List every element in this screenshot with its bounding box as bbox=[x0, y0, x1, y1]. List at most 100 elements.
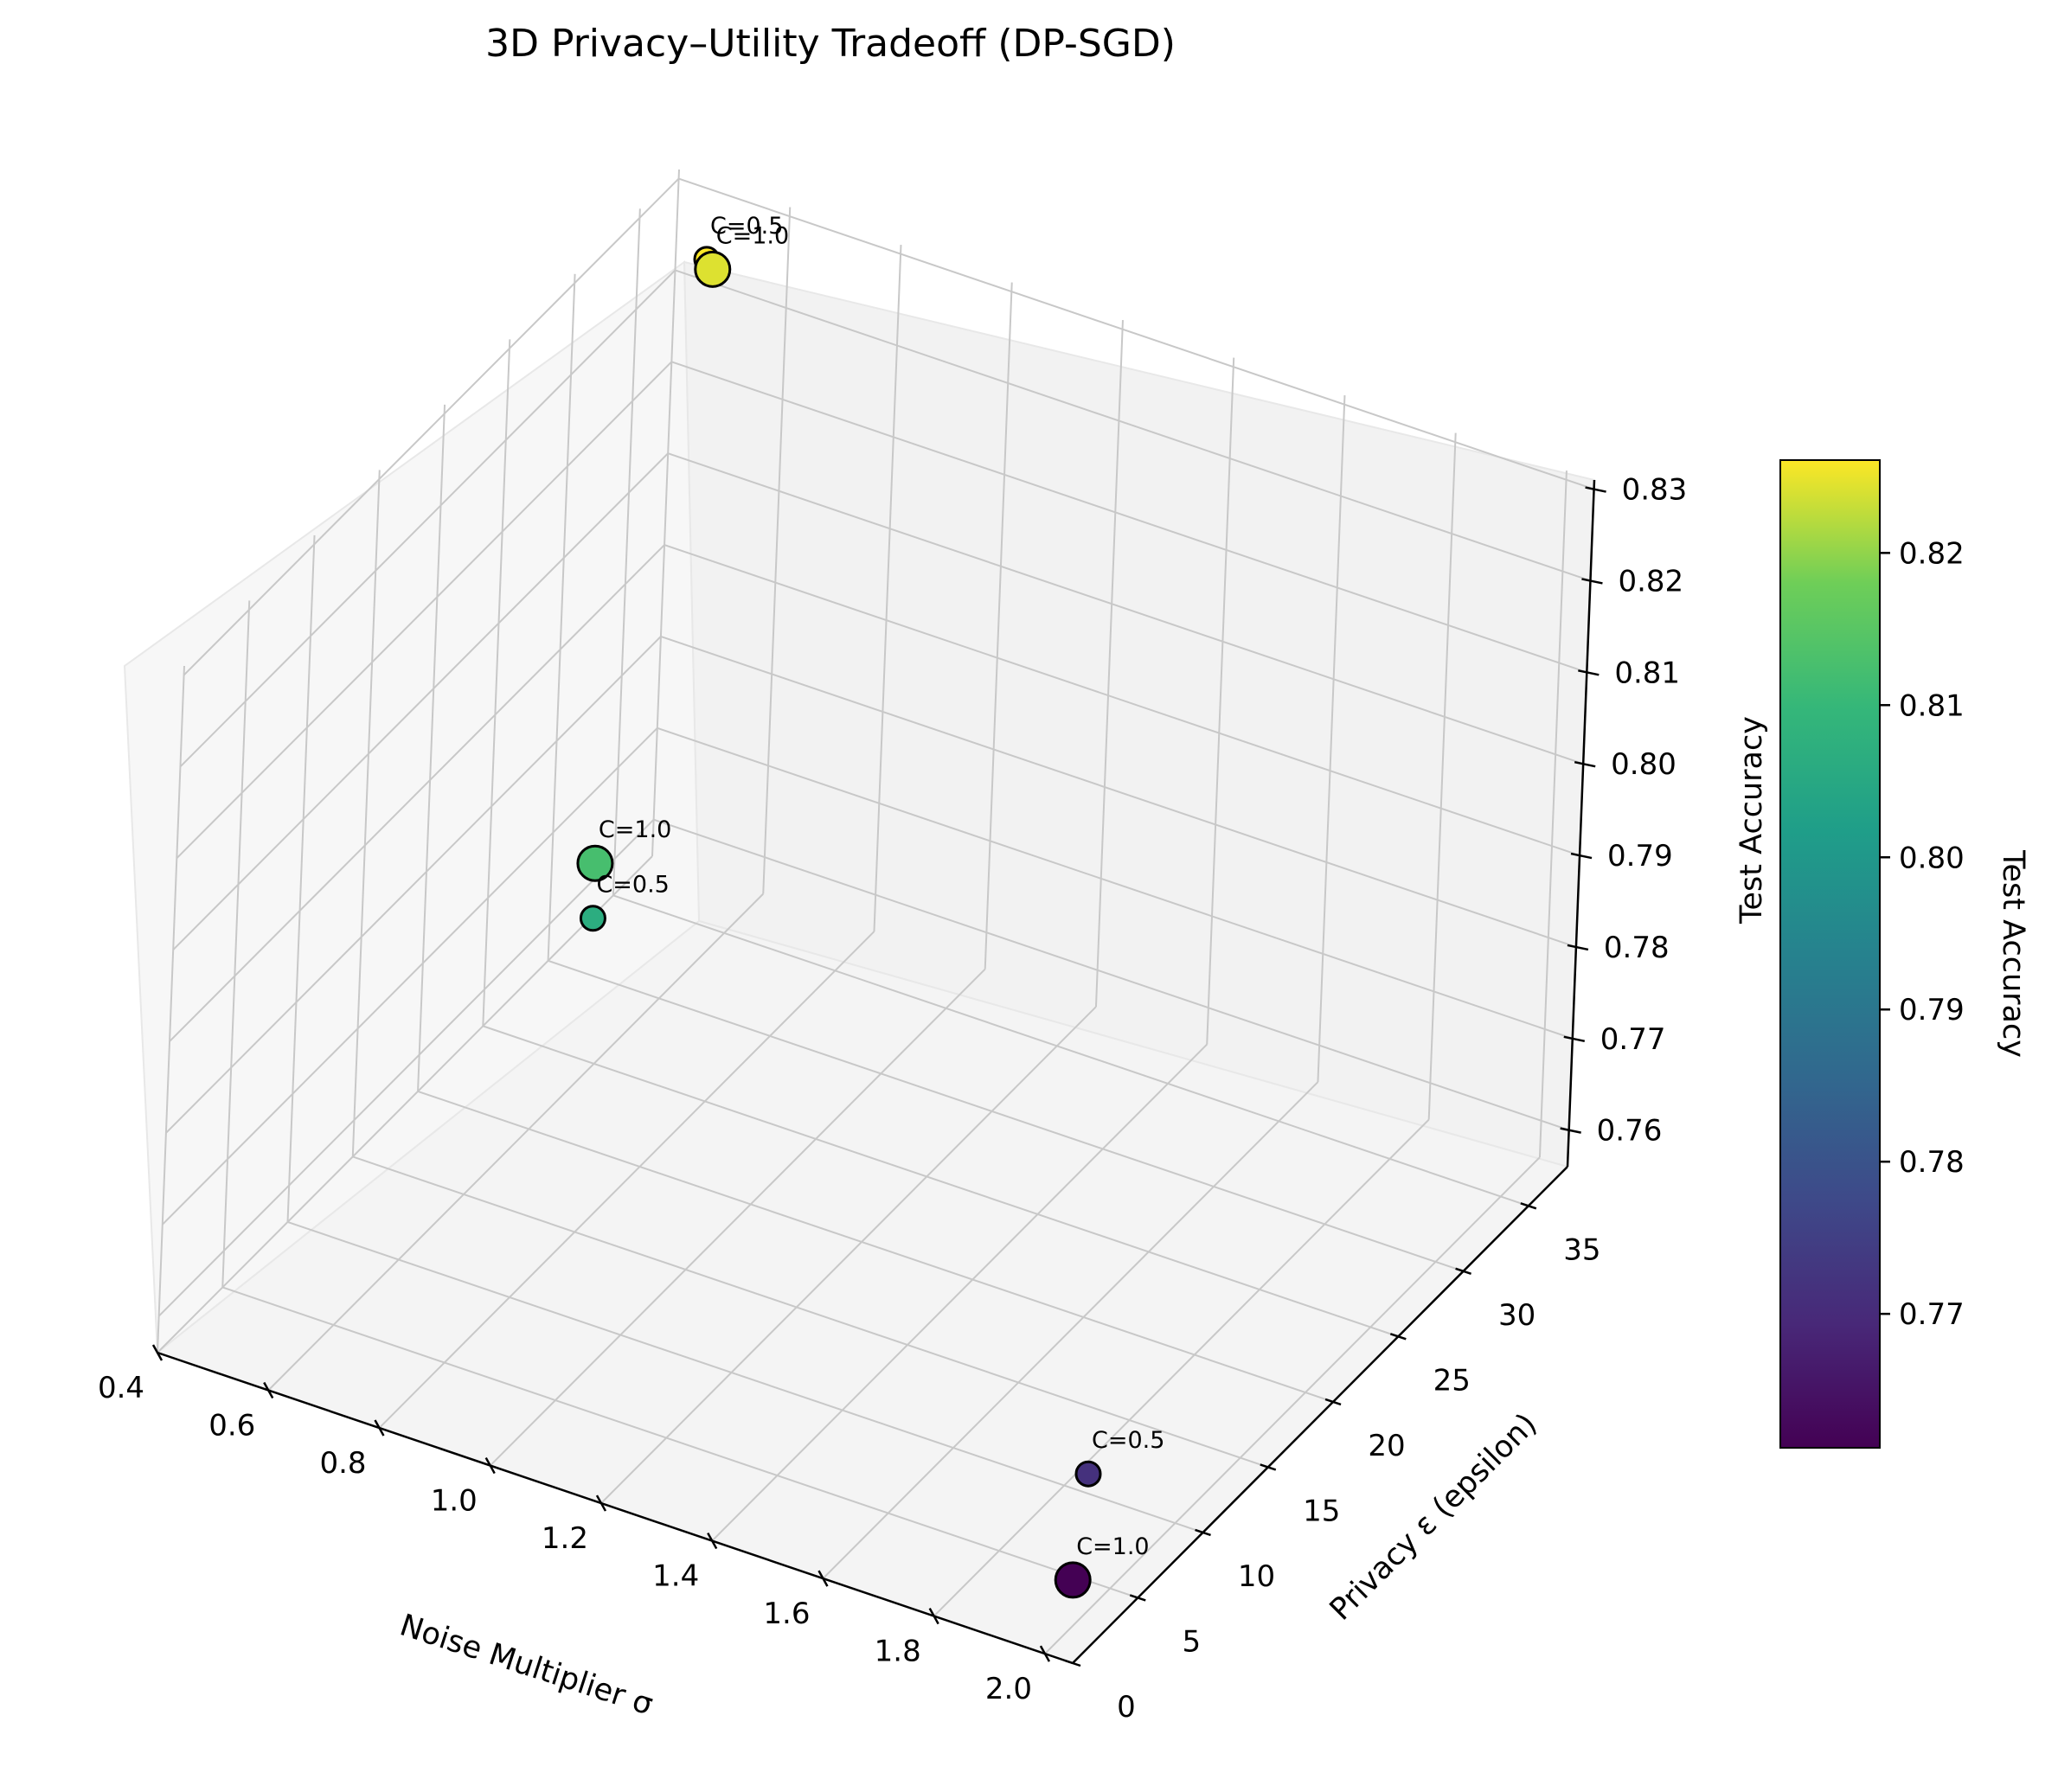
y-tick-label: 10 bbox=[1238, 1559, 1275, 1594]
grid-line-z-side bbox=[172, 452, 669, 950]
grid-line-y-floor bbox=[548, 959, 1464, 1272]
grid-line-z-side bbox=[165, 636, 662, 1134]
z-axis-label: Test Accuracy bbox=[1734, 716, 1769, 925]
grid-line-y-floor bbox=[482, 1025, 1399, 1338]
x-tick-mark bbox=[374, 1419, 385, 1437]
data-point bbox=[694, 250, 732, 288]
grid-line-z-back bbox=[664, 544, 1580, 857]
grid-line-y-floor bbox=[287, 1221, 1203, 1533]
z-tick-mark bbox=[1567, 944, 1589, 951]
grid-line-x-back bbox=[762, 207, 792, 894]
point-label: C=0.5 bbox=[596, 872, 669, 899]
grid-line-x-back bbox=[651, 169, 680, 857]
colorbar-tick-label: 0.81 bbox=[1899, 688, 1965, 723]
x-axis-line bbox=[157, 1351, 1074, 1665]
chart-title: 3D Privacy–Utility Tradeoff (DP-SGD) bbox=[485, 22, 1176, 66]
x-tick-label: 0.8 bbox=[319, 1446, 366, 1481]
grid-line-y-side bbox=[547, 273, 576, 961]
y-tick-mark bbox=[1064, 1659, 1081, 1667]
grid-line-y-side bbox=[482, 339, 511, 1027]
x-tick-label: 1.6 bbox=[763, 1597, 810, 1631]
y-tick-mark bbox=[1260, 1463, 1277, 1471]
grid-lines bbox=[157, 169, 1594, 1664]
grid-line-y-side bbox=[351, 470, 381, 1157]
y-tick-mark bbox=[1324, 1398, 1342, 1406]
grid-line-x-back bbox=[1206, 357, 1235, 1045]
y-tick-label: 30 bbox=[1498, 1298, 1535, 1333]
x-tick-label: 1.8 bbox=[875, 1635, 921, 1669]
grid-line-z-back bbox=[667, 452, 1584, 765]
y-tick-label: 0 bbox=[1117, 1690, 1136, 1725]
grid-line-z-side bbox=[169, 544, 665, 1042]
y-tick-label: 20 bbox=[1368, 1429, 1405, 1463]
z-tick-mark bbox=[1560, 1127, 1581, 1134]
y-tick-mark bbox=[1195, 1528, 1211, 1537]
x-axis-label: Noise Multiplier σ bbox=[395, 1608, 657, 1722]
y-tick-label: 35 bbox=[1563, 1232, 1600, 1267]
point-label: C=1.0 bbox=[1076, 1533, 1149, 1560]
colorbar-tick-label: 0.82 bbox=[1899, 536, 1965, 571]
z-tick-label: 0.81 bbox=[1614, 656, 1680, 690]
data-point bbox=[1054, 1561, 1092, 1599]
z-axis-line bbox=[1566, 479, 1596, 1168]
grid-line-x-back bbox=[873, 244, 902, 932]
colorbar-ticks: 0.77 0.78 0.79 0.80 0.81 0.82 bbox=[1880, 536, 1965, 1332]
z-tick-label: 0.77 bbox=[1600, 1022, 1666, 1057]
axis-ticks: 0.4 0.6 0.8 1.0 1.2 1.4 1.6 1.8 2.0 0 5 10 15 20 25 30 3… bbox=[98, 473, 1687, 1725]
grid-line-z-back bbox=[653, 818, 1569, 1131]
y-tick-label: 5 bbox=[1182, 1624, 1201, 1659]
colorbar-tick-label: 0.79 bbox=[1899, 993, 1965, 1027]
grid-line-y-floor bbox=[352, 1155, 1269, 1469]
grid-line-z-side bbox=[162, 727, 658, 1226]
grid-line-z-side bbox=[179, 269, 676, 768]
z-tick-label: 0.79 bbox=[1607, 839, 1673, 874]
grid-line-x-floor bbox=[267, 893, 764, 1392]
z-tick-label: 0.76 bbox=[1597, 1114, 1663, 1149]
x-tick-mark bbox=[484, 1456, 496, 1475]
z-tick-label: 0.78 bbox=[1604, 931, 1670, 965]
grid-line-z-back bbox=[670, 361, 1587, 674]
grid-line-z-back bbox=[678, 177, 1594, 490]
grid-line-z-side bbox=[183, 177, 680, 676]
grid-line-x-floor bbox=[600, 1006, 1097, 1504]
grid-line-y-side bbox=[612, 208, 641, 896]
x-tick-mark bbox=[1039, 1645, 1051, 1662]
z-tick-label: 0.80 bbox=[1611, 747, 1677, 782]
x-tick-mark bbox=[151, 1344, 163, 1361]
grid-line-z-back bbox=[675, 269, 1591, 582]
y-tick-mark bbox=[1455, 1267, 1471, 1276]
grid-line-y-side bbox=[286, 534, 316, 1222]
grid-line-y-side bbox=[157, 665, 185, 1354]
point-label: C=0.5 bbox=[710, 213, 783, 240]
grid-line-y-floor bbox=[417, 1090, 1334, 1403]
grid-line-z-back bbox=[657, 726, 1574, 1040]
colorbar-tick-label: 0.77 bbox=[1899, 1297, 1965, 1332]
grid-line-x-back bbox=[1538, 470, 1568, 1158]
y-tick-label: 15 bbox=[1303, 1494, 1340, 1528]
x-tick-label: 1.4 bbox=[652, 1559, 699, 1594]
data-point bbox=[576, 844, 614, 882]
colorbar-tick-label: 0.80 bbox=[1899, 841, 1965, 875]
grid-line-x-back bbox=[1427, 432, 1457, 1120]
grid-line-x-floor bbox=[1044, 1156, 1541, 1654]
point-label: C=1.0 bbox=[599, 816, 671, 843]
z-tick-mark bbox=[1581, 578, 1603, 585]
z-tick-mark bbox=[1578, 669, 1600, 676]
y-tick-label: 25 bbox=[1433, 1363, 1471, 1398]
x-tick-mark bbox=[595, 1494, 607, 1512]
x-tick-label: 0.6 bbox=[208, 1409, 255, 1443]
grid-line-z-side bbox=[157, 818, 655, 1317]
x-tick-mark bbox=[928, 1607, 939, 1625]
grid-line-z-side bbox=[176, 361, 673, 860]
grid-line-x-back bbox=[984, 282, 1013, 970]
y-tick-mark bbox=[1520, 1202, 1537, 1210]
axis-lines bbox=[157, 479, 1596, 1665]
z-tick-mark bbox=[1574, 760, 1596, 768]
grid-line-y-floor bbox=[221, 1286, 1138, 1599]
grid-line-x-back bbox=[1317, 395, 1346, 1083]
y-axis-label: Privacy ε (epsilon) bbox=[1324, 1407, 1544, 1628]
grid-line-y-side bbox=[417, 404, 446, 1091]
y-tick-mark bbox=[1389, 1333, 1407, 1341]
z-tick-label: 0.83 bbox=[1622, 473, 1688, 508]
